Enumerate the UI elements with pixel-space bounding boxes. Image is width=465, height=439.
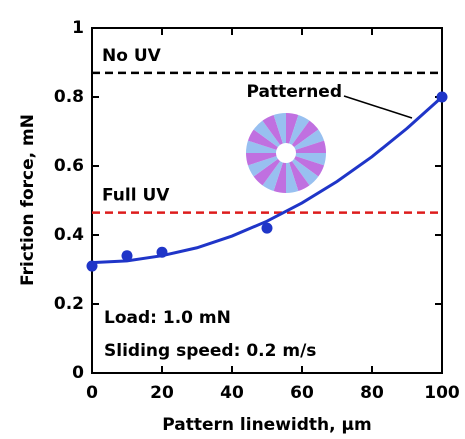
reference-label: No UV (102, 46, 162, 66)
icon-sector (246, 140, 286, 153)
icon-sector (286, 129, 325, 153)
y-tick-label: 0.4 (54, 225, 84, 245)
icon-sector (253, 120, 286, 153)
y-tick-label: 0.8 (54, 87, 84, 107)
icon-sector (286, 153, 299, 193)
icon-sector (286, 153, 326, 166)
data-point (86, 260, 98, 272)
pattern-icon (246, 113, 326, 193)
icon-sector (262, 153, 286, 192)
icon-sector (286, 153, 310, 192)
icon-sector (262, 114, 286, 153)
data-point (261, 222, 273, 234)
icon-hole (276, 143, 296, 163)
x-tick-label: 100 (424, 383, 460, 403)
y-tick-label: 0 (72, 363, 84, 383)
series-label: Patterned (247, 82, 342, 102)
icon-sector (247, 153, 286, 177)
y-tick-label: 1 (72, 18, 84, 38)
x-axis-label: Pattern linewidth, μm (162, 415, 371, 435)
annotation: Sliding speed: 0.2 m/s (104, 341, 316, 361)
x-tick-label: 80 (360, 383, 384, 403)
icon-sector (273, 113, 286, 153)
leader-line (343, 95, 413, 119)
reference-label: Full UV (102, 186, 170, 206)
icon-sector (286, 153, 325, 177)
x-tick-label: 40 (220, 383, 244, 403)
icon-sector (273, 153, 286, 193)
x-tick-label: 20 (150, 383, 174, 403)
y-tick-label: 0.2 (54, 294, 84, 314)
y-axis-label: Friction force, mN (18, 114, 38, 286)
x-tick-label: 0 (86, 383, 98, 403)
x-tick-label: 60 (290, 383, 314, 403)
data-point (121, 250, 133, 262)
icon-sector (246, 153, 286, 166)
fit-curve (91, 95, 444, 265)
icon-sector (286, 114, 310, 153)
annotation: Load: 1.0 mN (104, 308, 231, 328)
icon-sector (247, 129, 286, 153)
plot-frame (91, 27, 443, 374)
icon-sector (286, 120, 319, 153)
icon-sector (253, 153, 286, 186)
icon-sector (286, 153, 319, 186)
y-tick-label: 0.6 (54, 156, 84, 176)
icon-sector (286, 113, 299, 153)
icon-sector (286, 140, 326, 153)
data-point (436, 91, 448, 103)
data-point (156, 246, 168, 258)
